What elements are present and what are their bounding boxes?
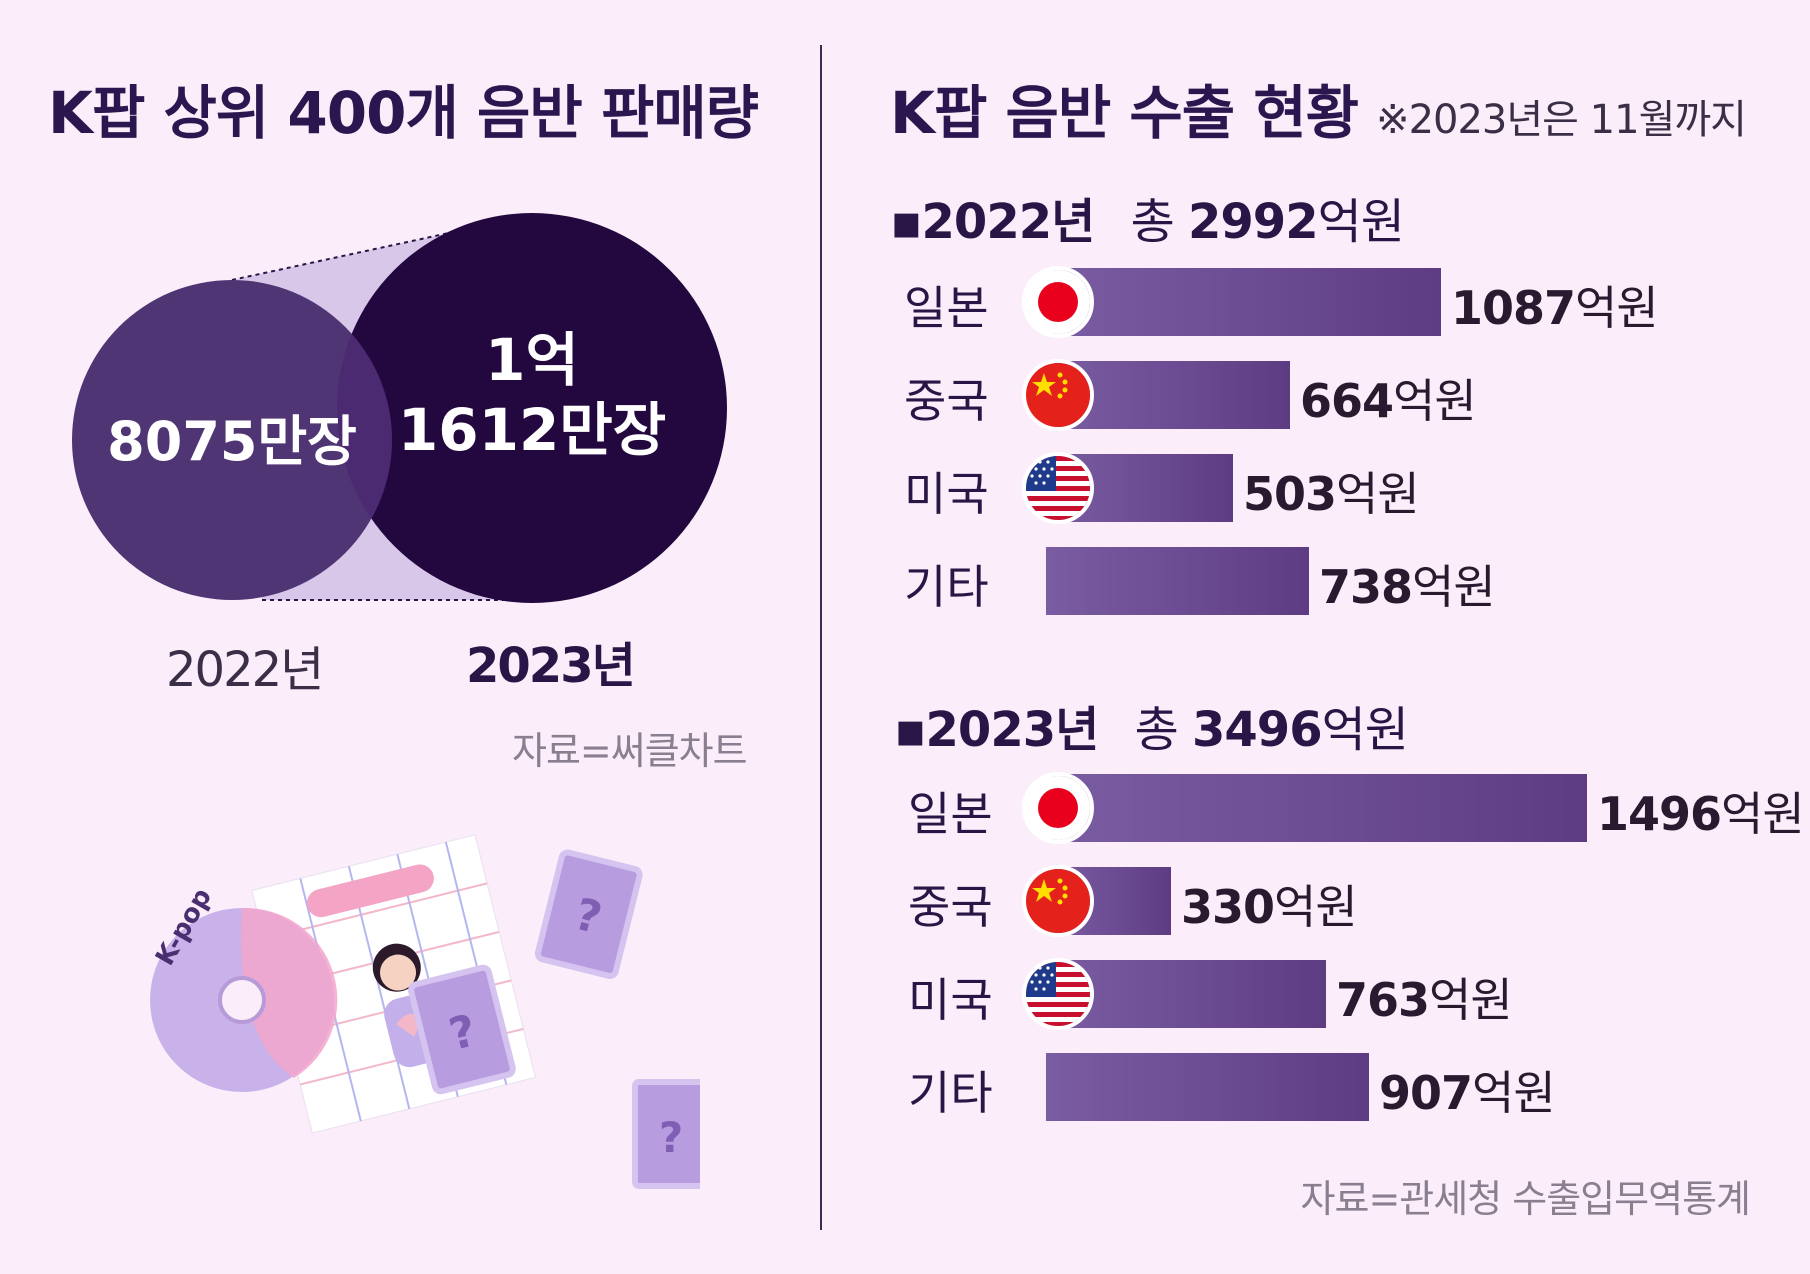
section-2023-total: 3496	[1192, 702, 1323, 758]
export-title: K팝 음반 수출 현황 ※2023년은 11월까지	[890, 66, 1747, 150]
section-2023-total-prefix: 총	[1134, 702, 1179, 758]
japan-flag-icon	[1022, 266, 1094, 338]
year-2022-label: 2022년	[166, 642, 324, 698]
album-sales-panel: K팝 상위 400개 음반 판매량 8075만장 1억 1612만장 2022년…	[0, 0, 820, 1274]
section-2022-total: 2992	[1188, 194, 1319, 250]
japan-flag-icon	[1022, 772, 1094, 844]
section-2022-header: ▪2022년 총 2992억원	[890, 182, 1405, 252]
country-label: 중국	[908, 880, 993, 934]
export-value-label: 1496억원	[1597, 778, 1805, 844]
section-2023-header: ▪2023년 총 3496억원	[894, 690, 1409, 760]
export-value-number: 330	[1181, 880, 1275, 934]
export-panel: K팝 음반 수출 현황 ※2023년은 11월까지 ▪2022년 총 2992억원…	[828, 0, 1810, 1274]
country-label: 기타	[904, 560, 989, 614]
export-value-number: 907	[1379, 1066, 1473, 1120]
country-label: 일본	[908, 787, 993, 841]
section-2022-year: ▪2022년	[890, 194, 1095, 250]
bubble-2022-label: 8075만장	[107, 410, 357, 473]
export-row: 미국 503억원	[828, 452, 1810, 524]
export-bar	[1046, 1053, 1369, 1121]
section-2022-total-prefix: 총	[1130, 194, 1175, 250]
country-label: 일본	[904, 281, 989, 335]
export-value-unit: 억원	[1721, 787, 1805, 841]
export-bar	[1054, 960, 1326, 1028]
export-value-unit: 억원	[1575, 281, 1659, 335]
export-value-unit: 억원	[1429, 973, 1513, 1027]
country-label: 중국	[904, 374, 989, 428]
export-row: 기타 907억원	[828, 1051, 1810, 1123]
export-value-unit: 억원	[1472, 1066, 1556, 1120]
export-row: 중국 330억원	[828, 865, 1810, 937]
usa-flag-icon	[1022, 958, 1094, 1030]
export-value-label: 664억원	[1300, 365, 1477, 431]
section-2023-year: ▪2023년	[894, 702, 1099, 758]
export-bar	[1054, 268, 1441, 336]
section-2022-total-unit: 억원	[1317, 194, 1405, 250]
album-sales-title: K팝 상위 400개 음반 판매량	[48, 79, 759, 147]
export-row: 일본 1496억원	[828, 772, 1810, 844]
album-sales-source: 자료=써클차트	[512, 729, 748, 773]
export-value-label: 330억원	[1181, 871, 1358, 937]
country-label: 미국	[908, 973, 993, 1027]
bubble-2023-label-line1: 1억	[485, 326, 579, 394]
export-note: ※2023년은 11월까지	[1376, 97, 1747, 143]
export-value-label: 738억원	[1319, 551, 1496, 617]
export-row: 일본 1087억원	[828, 266, 1810, 338]
section-2023-total-unit: 억원	[1321, 702, 1409, 758]
bubble-2023	[337, 213, 727, 603]
export-value-label: 503억원	[1243, 458, 1420, 524]
usa-flag-icon	[1022, 452, 1094, 524]
country-label: 기타	[908, 1066, 993, 1120]
export-bar	[1054, 774, 1587, 842]
svg-text:?: ?	[659, 1113, 683, 1162]
bubble-chart: 8075만장 1억 1612만장	[72, 213, 727, 603]
export-value-label: 907억원	[1379, 1057, 1556, 1123]
export-row: 미국 763억원	[828, 958, 1810, 1030]
export-source: 자료=관세청 수출입무역통계	[1300, 1177, 1751, 1221]
export-value-number: 503	[1243, 467, 1337, 521]
export-value-unit: 억원	[1393, 374, 1477, 428]
export-value-unit: 억원	[1274, 880, 1358, 934]
export-value-label: 763억원	[1336, 964, 1513, 1030]
export-value-label: 1087억원	[1451, 272, 1659, 338]
export-value-number: 664	[1300, 374, 1394, 428]
bubble-2022	[72, 280, 392, 600]
panel-divider	[820, 45, 822, 1230]
china-flag-icon	[1022, 865, 1094, 937]
export-value-unit: 억원	[1336, 467, 1420, 521]
export-row: 중국 664억원	[828, 359, 1810, 431]
export-value-number: 738	[1319, 560, 1413, 614]
year-2023-label: 2023년	[466, 638, 636, 694]
export-row: 기타 738억원	[828, 545, 1810, 617]
export-value-number: 1087	[1451, 281, 1576, 335]
export-value-number: 763	[1336, 973, 1430, 1027]
export-value-number: 1496	[1597, 787, 1722, 841]
export-bar	[1046, 547, 1309, 615]
export-value-unit: 억원	[1412, 560, 1496, 614]
export-title-text: K팝 음반 수출 현황	[890, 79, 1359, 147]
kpop-album-illustration: K-pop ? ? ?	[150, 834, 700, 1189]
country-label: 미국	[904, 467, 989, 521]
bubble-2023-label-line2: 1612만장	[398, 396, 666, 464]
china-flag-icon	[1022, 359, 1094, 431]
